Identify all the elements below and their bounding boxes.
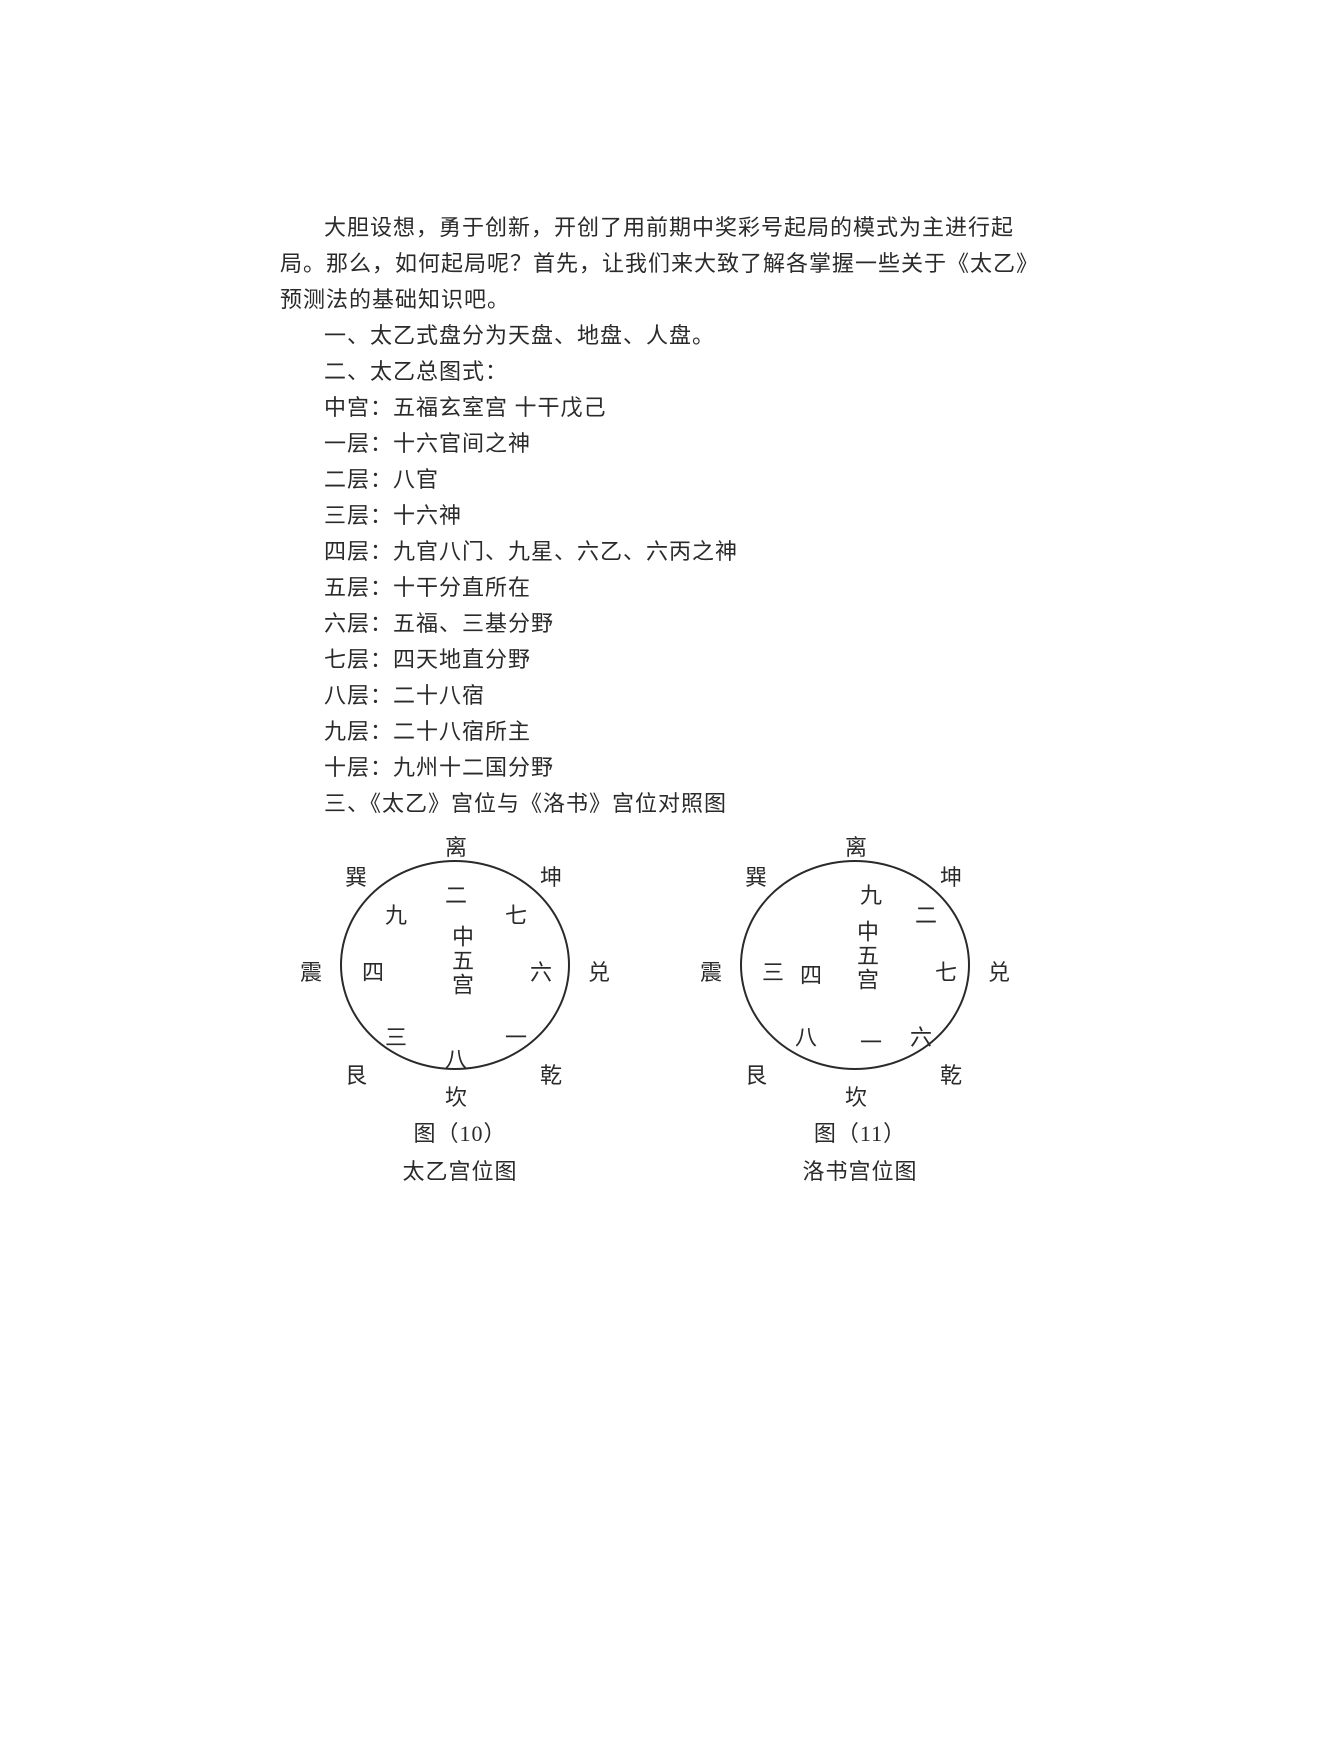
outer-bottom-right: 乾 xyxy=(540,1058,562,1090)
line-13: 十层：九州十二国分野 xyxy=(280,750,1040,786)
line-1: 一、太乙式盘分为天盘、地盘、人盘。 xyxy=(280,318,1040,354)
caption-1: 图（11） xyxy=(814,1116,906,1148)
inner-top-left: 九 xyxy=(385,898,407,930)
inner-top-right: 七 xyxy=(505,898,527,930)
line-5: 二层：八官 xyxy=(280,462,1040,498)
line-2: 二、太乙总图式： xyxy=(280,354,1040,390)
outer-right: 兑 xyxy=(588,955,610,987)
inner-bottom-right: 六 xyxy=(910,1020,932,1052)
line-6: 三层：十六神 xyxy=(280,498,1040,534)
line-11: 八层：二十八宿 xyxy=(280,678,1040,714)
outer-top-right: 坤 xyxy=(540,860,562,892)
list-block: 一、太乙式盘分为天盘、地盘、人盘。 二、太乙总图式： 中宫：五福玄室宫 十干戊己… xyxy=(280,318,1040,822)
inner-right: 六 xyxy=(530,955,552,987)
outer-top-right: 坤 xyxy=(940,860,962,892)
inner-left-inner: 四 xyxy=(800,958,822,990)
inner-top-right: 二 xyxy=(915,898,937,930)
line-10: 七层：四天地直分野 xyxy=(280,642,1040,678)
line-14: 三、《太乙》宫位与《洛书》宫位对照图 xyxy=(280,786,1040,822)
line-9: 六层：五福、三基分野 xyxy=(280,606,1040,642)
caption-2: 洛书宫位图 xyxy=(802,1154,917,1186)
inner-top: 二 xyxy=(445,878,467,910)
outer-top-left: 巽 xyxy=(345,860,367,892)
outer-left: 震 xyxy=(300,955,322,987)
inner-left: 三 xyxy=(762,955,784,987)
caption-2: 太乙宫位图 xyxy=(402,1154,517,1186)
circle-luoshu: 离 巽 坤 震 兑 艮 乾 坎 九 二 三 四 七 中五宫 八 六 一 xyxy=(690,830,1030,1110)
intro-paragraph: 大胆设想，勇于创新，开创了用前期中奖彩号起局的模式为主进行起局。那么，如何起局呢… xyxy=(280,210,1040,318)
diagram-taiyi: 离 巽 坤 震 兑 艮 乾 坎 二 九 七 四 六 中五宫 三 一 八 图（10… xyxy=(280,830,640,1186)
line-8: 五层：十干分直所在 xyxy=(280,570,1040,606)
inner-bottom: 一 xyxy=(860,1025,882,1057)
inner-bottom-left: 八 xyxy=(795,1020,817,1052)
outer-left: 震 xyxy=(700,955,722,987)
inner-left: 四 xyxy=(362,955,384,987)
outer-top: 离 xyxy=(445,830,467,862)
outer-bottom-right: 乾 xyxy=(940,1058,962,1090)
inner-bottom-right: 一 xyxy=(505,1020,527,1052)
outer-bottom-left: 艮 xyxy=(745,1058,767,1090)
inner-top: 九 xyxy=(860,878,882,910)
line-7: 四层：九官八门、九星、六乙、六丙之神 xyxy=(280,534,1040,570)
outer-bottom: 坎 xyxy=(445,1080,467,1112)
diagram-row: 离 巽 坤 震 兑 艮 乾 坎 二 九 七 四 六 中五宫 三 一 八 图（10… xyxy=(280,830,1040,1186)
circle-taiyi: 离 巽 坤 震 兑 艮 乾 坎 二 九 七 四 六 中五宫 三 一 八 xyxy=(290,830,630,1110)
caption-1: 图（10） xyxy=(413,1116,506,1148)
line-12: 九层：二十八宿所主 xyxy=(280,714,1040,750)
page-content: 大胆设想，勇于创新，开创了用前期中奖彩号起局的模式为主进行起局。那么，如何起局呢… xyxy=(280,210,1040,1186)
inner-center: 中五宫 xyxy=(445,925,477,997)
inner-bottom: 八 xyxy=(445,1042,467,1074)
outer-bottom-left: 艮 xyxy=(345,1058,367,1090)
line-4: 一层：十六官间之神 xyxy=(280,426,1040,462)
outer-top-left: 巽 xyxy=(745,860,767,892)
line-3: 中宫：五福玄室宫 十干戊己 xyxy=(280,390,1040,426)
outer-top: 离 xyxy=(845,830,867,862)
inner-center: 中五宫 xyxy=(850,920,882,992)
outer-right: 兑 xyxy=(988,955,1010,987)
outer-bottom: 坎 xyxy=(845,1080,867,1112)
inner-bottom-left: 三 xyxy=(385,1020,407,1052)
inner-right: 七 xyxy=(935,955,957,987)
diagram-luoshu: 离 巽 坤 震 兑 艮 乾 坎 九 二 三 四 七 中五宫 八 六 一 图（11… xyxy=(680,830,1040,1186)
